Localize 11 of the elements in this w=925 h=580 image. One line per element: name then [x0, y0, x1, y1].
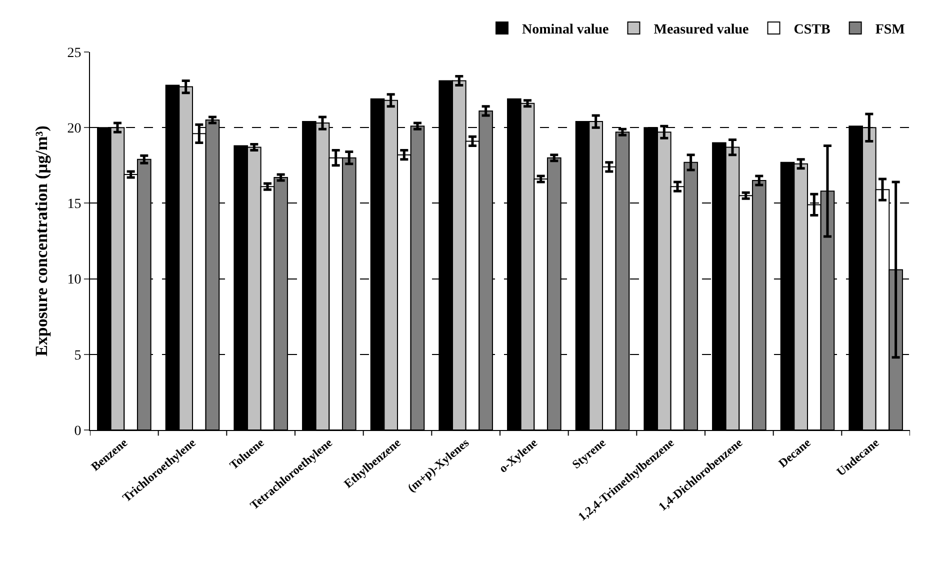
legend-label: Nominal value — [522, 22, 609, 38]
legend-label: CSTB — [794, 22, 830, 38]
y-tick-label: 0 — [74, 424, 82, 439]
y-tick-label: 15 — [67, 197, 82, 212]
legend-label: FSM — [875, 22, 905, 38]
y-tick-label: 10 — [67, 272, 82, 288]
y-tick-label: 25 — [67, 46, 82, 61]
y-tick-label: 5 — [74, 348, 82, 364]
y-axis-title: Exposure concentration (µg/m³) — [32, 126, 51, 356]
legend-label: Measured value — [654, 22, 749, 38]
y-tick-label: 20 — [67, 122, 82, 136]
